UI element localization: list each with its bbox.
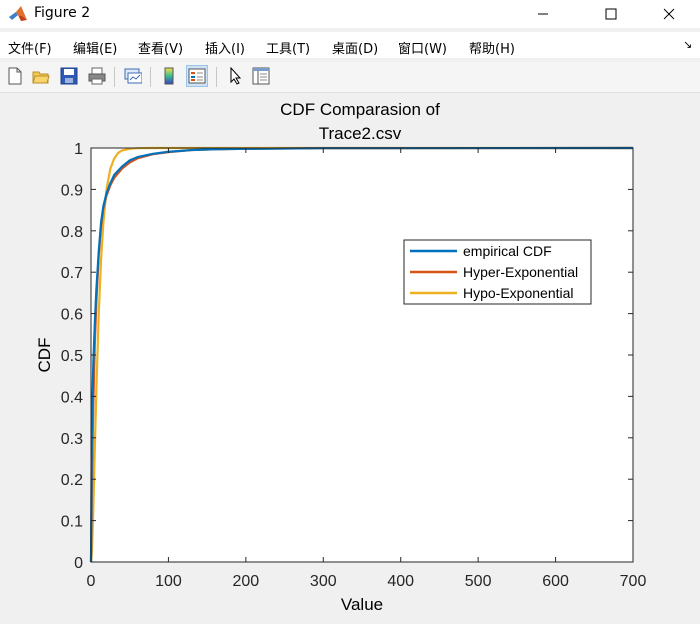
x-axis: 0 100 200 300 400 500 600 700 — [87, 148, 647, 590]
menu-insert[interactable]: 插入(I) — [205, 42, 245, 57]
y-tick-label: 0 — [74, 555, 83, 572]
menu-view[interactable]: 查看(V) — [138, 42, 184, 57]
x-axis-label: Value — [341, 595, 383, 614]
pointer-button[interactable] — [224, 65, 246, 87]
toolbar-separator — [150, 67, 151, 87]
menu-desktop[interactable]: 桌面(D) — [332, 42, 379, 57]
x-tick-label: 300 — [310, 573, 337, 590]
y-tick-label: 0.3 — [61, 431, 83, 448]
y-tick-label: 0.7 — [61, 265, 83, 282]
maximize-button[interactable] — [588, 0, 634, 28]
y-axis: 0 0.1 0.2 0.3 0.4 0.5 0.6 0.7 0.8 0.9 1 — [61, 141, 633, 572]
save-icon — [60, 67, 78, 85]
window-title-bar: Figure 2 — [0, 0, 700, 28]
pointer-icon — [230, 67, 242, 85]
print-button[interactable] — [86, 65, 108, 87]
close-icon — [663, 8, 675, 20]
y-tick-label: 1 — [74, 141, 83, 158]
colorbar-icon — [164, 67, 174, 85]
legend[interactable]: empirical CDF Hyper-Exponential Hypo-Expon… — [403, 239, 592, 305]
series-line-0[interactable] — [89, 146, 634, 563]
x-tick-label: 500 — [465, 573, 492, 590]
x-tick-label: 600 — [542, 573, 569, 590]
chart-title-line-2: Trace2.csv — [319, 124, 402, 143]
x-tick-label: 200 — [233, 573, 260, 590]
y-axis-label: CDF — [35, 338, 54, 373]
minimize-button[interactable] — [520, 0, 566, 28]
toolbar — [0, 62, 700, 93]
y-tick-label: 0.5 — [61, 348, 83, 365]
toolbar-separator — [114, 67, 115, 87]
legend-button[interactable] — [186, 65, 208, 87]
menu-file[interactable]: 文件(F) — [8, 42, 52, 57]
maximize-icon — [605, 8, 617, 20]
close-button[interactable] — [646, 0, 692, 28]
y-tick-label: 0.6 — [61, 307, 83, 324]
cdf-line-chart: CDF Comparasion of Trace2.csv 0 100 200 300… — [35, 100, 647, 614]
menu-window[interactable]: 窗口(W) — [398, 42, 447, 57]
legend-label-2: Hypo-Exponential — [463, 285, 574, 301]
chart-title-line-1: CDF Comparasion of — [280, 100, 440, 119]
save-button[interactable] — [58, 65, 80, 87]
open-file-button[interactable] — [30, 65, 52, 87]
menu-edit[interactable]: 编辑(E) — [73, 42, 118, 57]
link-plot-button[interactable] — [122, 65, 144, 87]
legend-icon — [188, 68, 206, 84]
menu-help[interactable]: 帮助(H) — [469, 42, 515, 57]
toolbar-separator — [216, 67, 217, 87]
menu-tools[interactable]: 工具(T) — [266, 42, 311, 57]
new-figure-icon — [8, 67, 22, 85]
legend-label-0: empirical CDF — [463, 243, 552, 259]
property-inspector-button[interactable] — [250, 65, 272, 87]
y-tick-label: 0.4 — [61, 389, 83, 406]
x-tick-label: 400 — [387, 573, 414, 590]
open-file-icon — [32, 71, 50, 84]
y-tick-label: 0.2 — [61, 472, 83, 489]
plot-area[interactable] — [91, 148, 633, 562]
print-icon — [88, 67, 106, 85]
minimize-icon — [538, 13, 548, 15]
y-tick-label: 0.9 — [61, 182, 83, 199]
menu-overflow-arrow-icon[interactable]: ↘ — [683, 38, 693, 51]
menu-bar: 文件(F) 编辑(E) 查看(V) 插入(I) 工具(T) 桌面(D) 窗口(W… — [0, 32, 700, 58]
y-tick-label: 0.8 — [61, 224, 83, 241]
matlab-logo-icon — [9, 6, 27, 21]
window-title: Figure 2 — [34, 5, 91, 21]
property-inspector-icon — [252, 67, 270, 85]
x-tick-label: 700 — [620, 573, 647, 590]
x-tick-label: 0 — [87, 573, 96, 590]
legend-label-1: Hyper-Exponential — [463, 264, 578, 280]
link-plot-icon — [124, 68, 142, 84]
x-tick-label: 100 — [155, 573, 182, 590]
colorbar-button[interactable] — [158, 65, 180, 87]
y-tick-label: 0.1 — [61, 514, 83, 531]
figure-canvas: CDF Comparasion of Trace2.csv 0 100 200 300… — [0, 93, 700, 620]
new-figure-button[interactable] — [4, 65, 26, 87]
